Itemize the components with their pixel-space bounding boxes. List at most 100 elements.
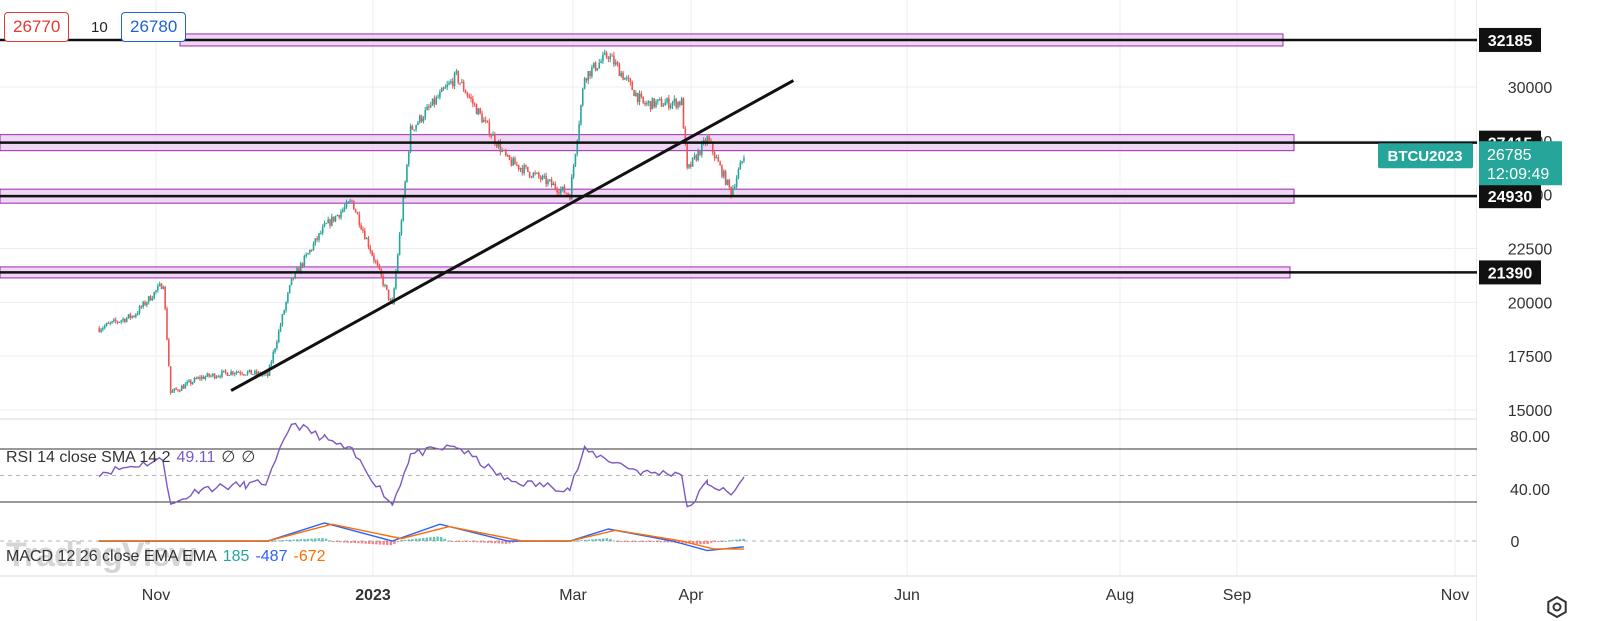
candle-body	[389, 299, 392, 301]
candle-body	[105, 323, 108, 326]
candle-body	[169, 366, 172, 393]
candle-body	[624, 77, 626, 80]
candle-body	[570, 176, 573, 200]
candle-body	[651, 98, 654, 110]
candle-body	[340, 211, 342, 218]
macd-hist-bar	[710, 541, 713, 543]
candle-body	[323, 223, 326, 227]
candle-body	[354, 209, 357, 213]
macd-hist-bar	[479, 541, 483, 543]
macd-hist-bar	[720, 541, 724, 542]
candle-body	[140, 306, 143, 308]
candle-body	[384, 284, 386, 286]
bid-price-box[interactable]: 26770	[4, 12, 70, 42]
candle-body	[576, 140, 579, 155]
time-tick-label: Aug	[1106, 587, 1134, 604]
candle-body	[532, 172, 535, 178]
candle-body	[614, 62, 617, 65]
candle-body	[473, 103, 476, 105]
candle-body	[127, 314, 130, 318]
candle-body	[603, 52, 606, 55]
candle-body	[495, 143, 498, 147]
candle-body	[585, 78, 588, 81]
candle-body	[464, 90, 467, 94]
candle-body	[239, 372, 242, 374]
candle-body	[400, 220, 403, 235]
candle-body	[367, 238, 370, 248]
candle-body	[701, 142, 703, 155]
candle-body	[197, 377, 199, 379]
candle-body	[457, 71, 460, 83]
candle-body	[713, 152, 716, 159]
level-label: 32185	[1488, 33, 1533, 50]
candle-body	[428, 106, 430, 108]
candle-body	[556, 188, 558, 193]
candle-body	[407, 151, 410, 165]
candle-body	[591, 67, 593, 77]
price-axis-bg	[1477, 0, 1609, 621]
time-tick-label: Nov	[142, 587, 170, 604]
rsi-legend-extra2: ∅	[241, 449, 256, 466]
candle-body	[177, 389, 179, 391]
macd-hist-bar	[742, 538, 745, 541]
price-tick-label: 17500	[1508, 349, 1553, 366]
macd-hist-bar	[702, 541, 706, 545]
candle-body	[554, 183, 557, 189]
candle-body	[190, 380, 192, 384]
candle-body	[539, 176, 542, 180]
candle-body	[657, 99, 659, 102]
candle-body	[186, 381, 188, 385]
candle-body	[743, 157, 745, 162]
candle-body	[717, 157, 720, 162]
candle-body	[320, 232, 322, 234]
ask-price-box[interactable]: 26780	[121, 12, 187, 42]
macd-legend[interactable]: MACD 12 26 close EMA EMA 185 -487 -672	[6, 548, 326, 566]
macd-hist-bar	[695, 541, 699, 544]
candle-body	[706, 136, 709, 144]
candle-body	[327, 219, 329, 224]
macd-hist-bar	[483, 541, 486, 543]
candle-body	[592, 62, 595, 68]
macd-hist-bar	[288, 539, 292, 541]
macd-hist-bar	[404, 539, 407, 541]
candle-body	[138, 306, 141, 314]
candle-body	[244, 374, 247, 376]
candle-body	[369, 247, 372, 252]
candle-body	[415, 124, 417, 130]
candle-body	[243, 374, 245, 376]
candle-body	[343, 206, 346, 210]
candle-body	[248, 369, 251, 372]
price-badge	[1479, 141, 1562, 186]
candle-body	[153, 291, 155, 299]
candle-body	[329, 219, 331, 226]
macd-hist-bar	[393, 541, 396, 545]
candle-body	[362, 229, 364, 231]
macd-hist-bar	[278, 540, 281, 542]
candle-body	[481, 113, 483, 123]
candle-body	[655, 101, 657, 107]
candle-body	[437, 97, 439, 99]
candle-body	[477, 108, 480, 115]
candle-body	[649, 101, 652, 110]
candle-body	[411, 126, 414, 130]
candle-body	[548, 179, 551, 181]
candle-body	[545, 175, 547, 185]
candle-body	[252, 374, 254, 376]
candle-body	[281, 314, 284, 325]
candle-body	[611, 55, 613, 57]
chart-settings-icon[interactable]	[1545, 595, 1569, 619]
macd-hist-bar	[443, 538, 447, 541]
macd-hist-bar	[612, 540, 616, 542]
macd-hist-bar	[364, 541, 367, 544]
macd-hist-bar	[314, 538, 317, 541]
rsi-tick-label: 80.00	[1510, 429, 1550, 446]
candle-body	[191, 382, 194, 384]
candle-body	[409, 126, 412, 152]
candle-body	[435, 97, 438, 105]
macd-hist-bar	[447, 540, 450, 542]
rsi-legend[interactable]: RSI 14 close SMA 14 2 49.11 ∅ ∅	[6, 447, 255, 467]
candle-body	[232, 371, 234, 375]
macd-hist-bar	[285, 539, 288, 541]
macd-hist-bar	[670, 541, 673, 543]
